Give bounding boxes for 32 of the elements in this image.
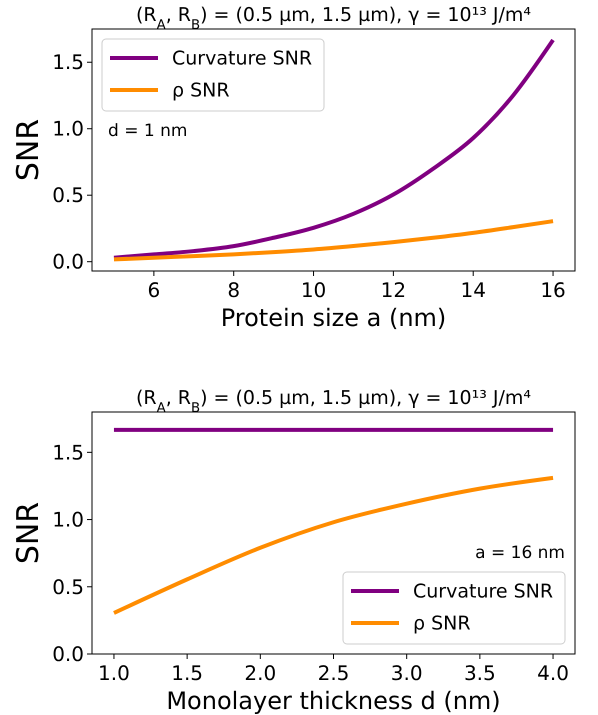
x-tick-label: 1.5	[171, 661, 204, 685]
x-axis-title: Monolayer thickness d (nm)	[166, 687, 501, 715]
x-tick-label: 4.0	[537, 661, 569, 685]
y-tick-label: 0.5	[52, 574, 84, 599]
y-tick-label: 1.5	[52, 440, 84, 464]
x-tick-label: 2.0	[244, 661, 276, 685]
legend-label: Curvature SNR	[413, 580, 554, 603]
x-tick-label: 1.0	[98, 661, 130, 685]
legend-label: ρ SNR	[413, 612, 471, 635]
x-tick-label: 6	[148, 278, 160, 302]
y-tick-label: 0.0	[52, 250, 84, 274]
x-axis-title: Protein size a (nm)	[220, 304, 446, 332]
x-tick-label: 3.0	[390, 661, 423, 685]
annotation: a = 16 nm	[475, 543, 565, 563]
line-series	[112, 219, 556, 262]
x-tick-label: 14	[460, 278, 486, 302]
x-tick-label: 16	[540, 278, 566, 302]
x-tick-label: 8	[227, 278, 240, 302]
y-tick-label: 0.0	[52, 642, 84, 666]
annotation: d = 1 nm	[108, 121, 188, 141]
x-tick-label: 12	[380, 278, 406, 302]
x-tick-label: 3.5	[464, 661, 496, 685]
y-tick-label: 1.0	[52, 116, 84, 141]
legend-label: Curvature SNR	[172, 48, 312, 70]
y-tick-label: 1.5	[52, 50, 84, 74]
y-axis-title: SNR	[11, 502, 46, 564]
x-tick-label: 2.5	[318, 661, 350, 685]
legend-label: ρ SNR	[172, 80, 230, 102]
x-tick-label: 10	[300, 278, 326, 302]
y-tick-label: 0.5	[52, 183, 84, 208]
y-tick-label: 1.0	[52, 508, 84, 532]
y-axis-title: SNR	[11, 118, 46, 182]
